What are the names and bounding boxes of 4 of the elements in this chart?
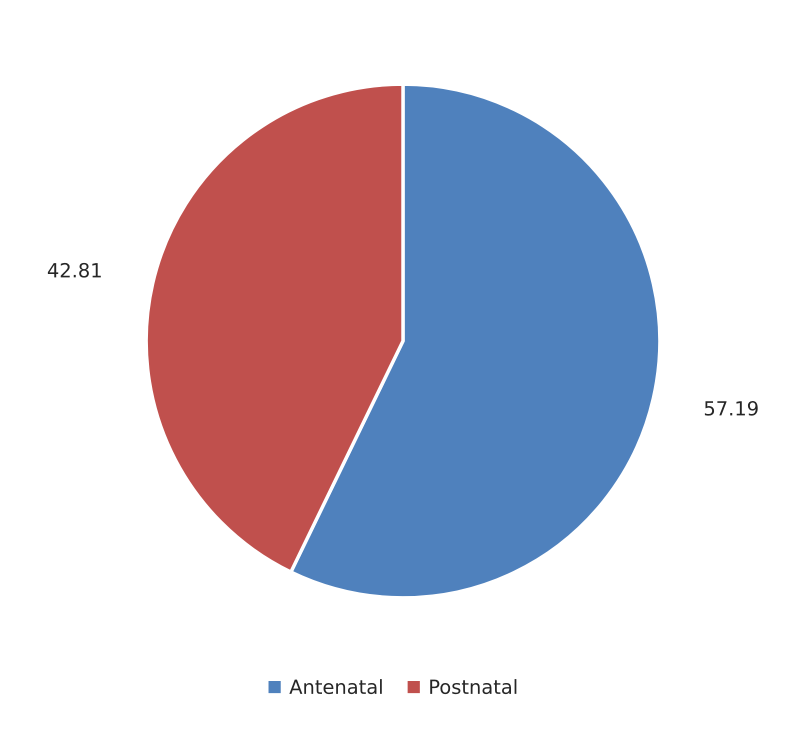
legend-label: Postnatal [430, 679, 516, 694]
data-label: 57.19 [704, 400, 758, 416]
legend-label: Antenatal [289, 679, 382, 694]
data-label: 42.81 [48, 262, 101, 278]
